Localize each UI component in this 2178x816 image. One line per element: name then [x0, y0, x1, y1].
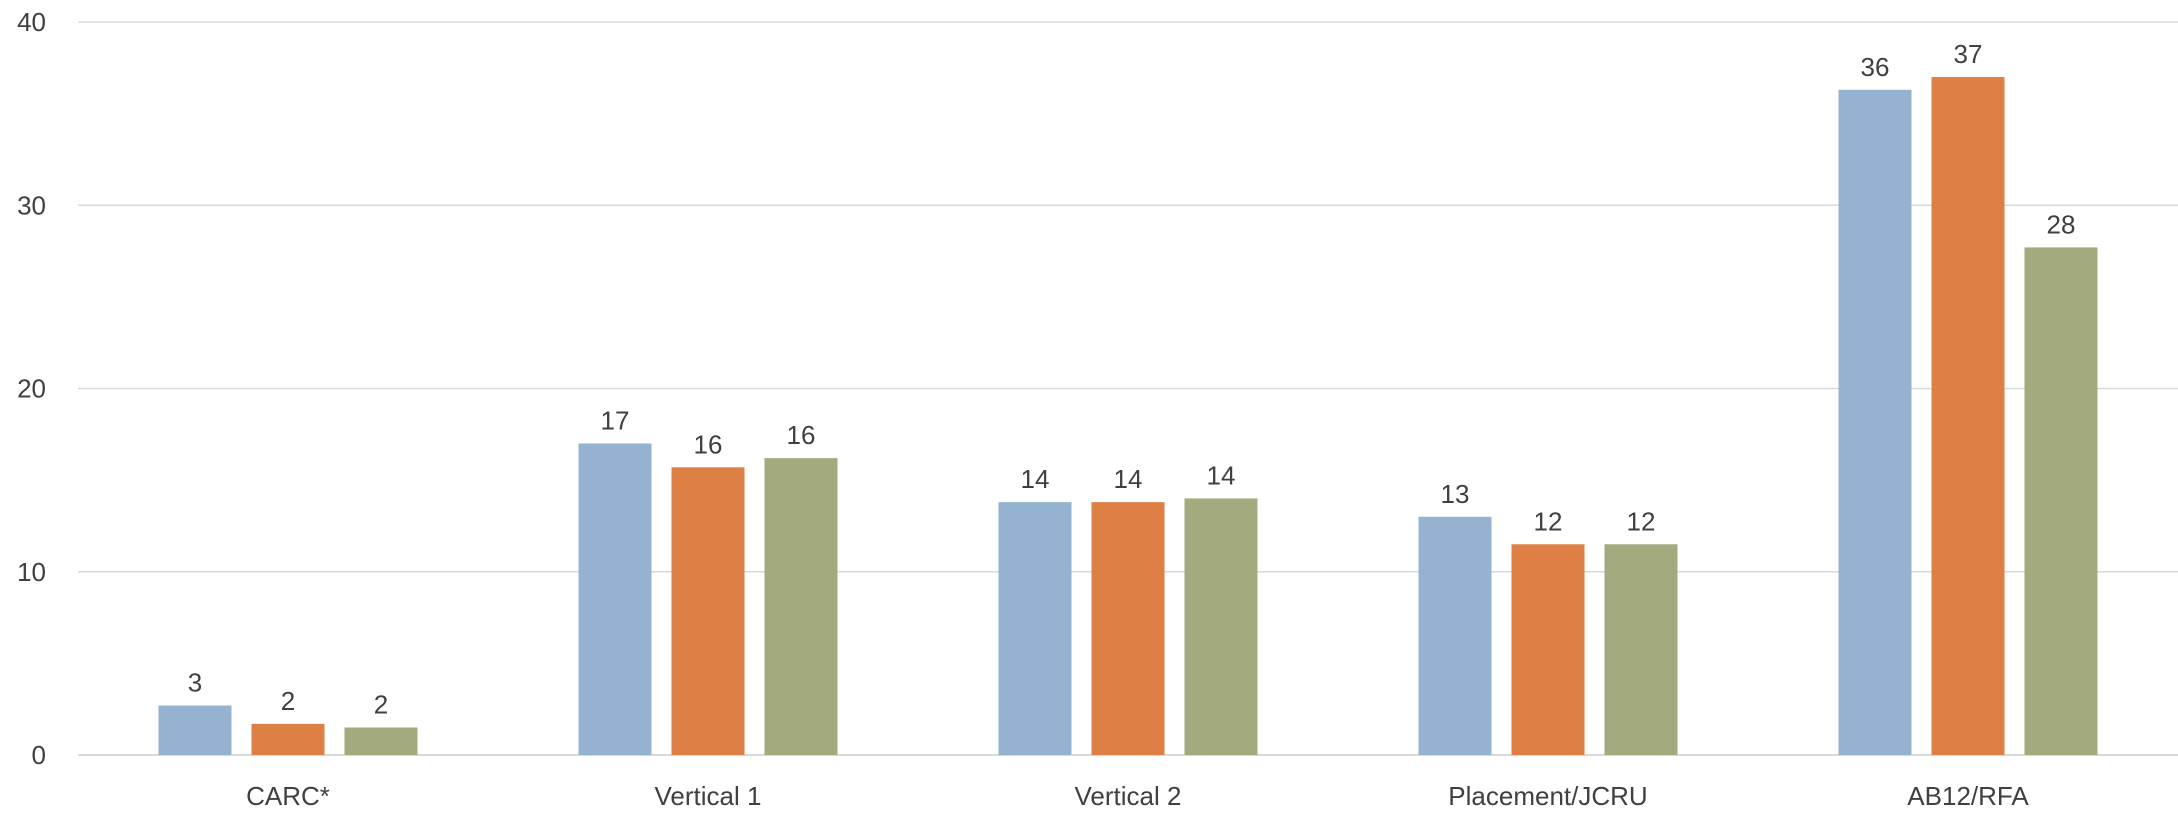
data-label: 2: [281, 686, 295, 716]
x-category-label: Placement/JCRU: [1448, 781, 1647, 811]
data-label: 28: [2047, 209, 2076, 239]
data-label: 14: [1207, 460, 1236, 490]
bar-series-2-placement-jcru: [1511, 544, 1585, 755]
bar-series-2-vertical-2: [1091, 502, 1165, 755]
bar-series-1-vertical-2: [998, 502, 1072, 755]
data-label: 14: [1114, 464, 1143, 494]
y-tick-label: 30: [17, 190, 46, 220]
bar-series-2-vertical-1: [671, 467, 745, 755]
data-label: 13: [1441, 479, 1470, 509]
x-category-label: Vertical 1: [655, 781, 762, 811]
y-tick-label: 10: [17, 557, 46, 587]
x-category-label: CARC*: [246, 781, 330, 811]
bar-series-3-carc: [344, 727, 418, 755]
data-label: 17: [601, 405, 630, 435]
data-label: 2: [374, 690, 388, 720]
data-label: 14: [1021, 464, 1050, 494]
x-category-label: AB12/RFA: [1907, 781, 2029, 811]
bar-series-3-placement-jcru: [1604, 544, 1678, 755]
data-label: 16: [694, 429, 723, 459]
y-tick-label: 40: [17, 7, 46, 37]
bar-series-2-carc: [251, 723, 325, 755]
bar-series-1-ab12-rfa: [1838, 89, 1912, 756]
data-labels: 3 2 2 17 16 16 14 14 14 13 12 12 36 37 28: [188, 39, 2076, 720]
y-tick-label: 20: [17, 374, 46, 404]
bar-series-3-vertical-2: [1184, 498, 1258, 755]
data-label: 16: [787, 420, 816, 450]
bars: [158, 76, 2098, 756]
data-label: 37: [1954, 39, 1983, 69]
bar-series-3-vertical-1: [764, 458, 838, 755]
bar-series-1-carc: [158, 705, 232, 755]
x-axis-categories: CARC* Vertical 1 Vertical 2 Placement/JCRU A…: [246, 781, 2029, 811]
bar-series-1-vertical-1: [578, 443, 652, 755]
y-axis-ticks: 0 10 20 30 40: [17, 7, 46, 770]
data-label: 36: [1861, 52, 1890, 82]
y-tick-label: 0: [32, 740, 46, 770]
bar-series-1-placement-jcru: [1418, 516, 1492, 755]
data-label: 12: [1627, 506, 1656, 536]
data-label: 12: [1534, 506, 1563, 536]
x-category-label: Vertical 2: [1075, 781, 1182, 811]
data-label: 3: [188, 668, 202, 698]
bar-series-3-ab12-rfa: [2024, 247, 2098, 755]
bar-series-2-ab12-rfa: [1931, 76, 2005, 756]
